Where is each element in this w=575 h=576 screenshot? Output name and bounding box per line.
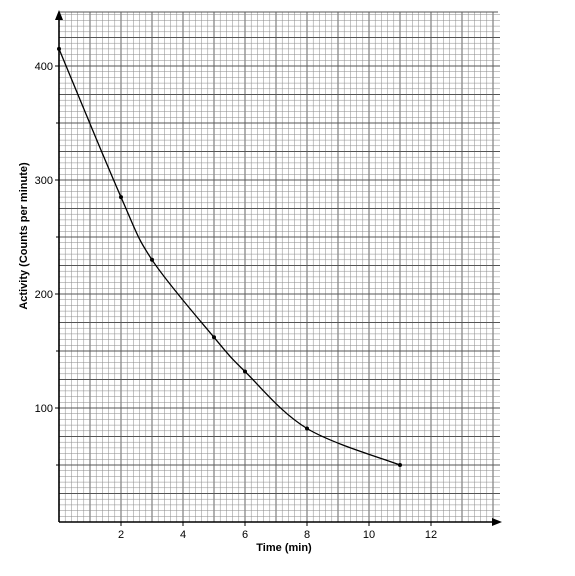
data-point bbox=[57, 46, 61, 51]
y-tick-label: 200 bbox=[35, 289, 53, 301]
data-points bbox=[57, 46, 402, 467]
x-tick-label: 12 bbox=[425, 529, 437, 541]
data-point bbox=[243, 369, 247, 374]
data-point bbox=[212, 335, 216, 340]
grid bbox=[59, 11, 500, 522]
data-point bbox=[305, 426, 309, 431]
ticks: 2 4 6 8 10 12 100 200 300 400 bbox=[35, 61, 437, 541]
y-tick-label: 300 bbox=[35, 175, 53, 187]
x-axis-title: Time (min) bbox=[256, 542, 312, 554]
y-axis-arrow bbox=[55, 10, 63, 20]
data-point bbox=[119, 195, 123, 200]
y-axis-title: Activity (Counts per minute) bbox=[18, 162, 30, 310]
x-axis-arrow bbox=[492, 518, 502, 526]
y-tick-label: 400 bbox=[35, 61, 53, 73]
x-tick-label: 6 bbox=[242, 529, 248, 541]
x-tick-label: 2 bbox=[118, 529, 124, 541]
data-point bbox=[150, 257, 154, 262]
axes bbox=[55, 10, 502, 526]
x-tick-label: 8 bbox=[304, 529, 310, 541]
y-tick-label: 100 bbox=[35, 403, 53, 415]
series-line bbox=[58, 48, 401, 466]
x-tick-label: 4 bbox=[180, 529, 186, 541]
x-tick-label: 10 bbox=[363, 529, 375, 541]
data-point bbox=[398, 463, 402, 467]
